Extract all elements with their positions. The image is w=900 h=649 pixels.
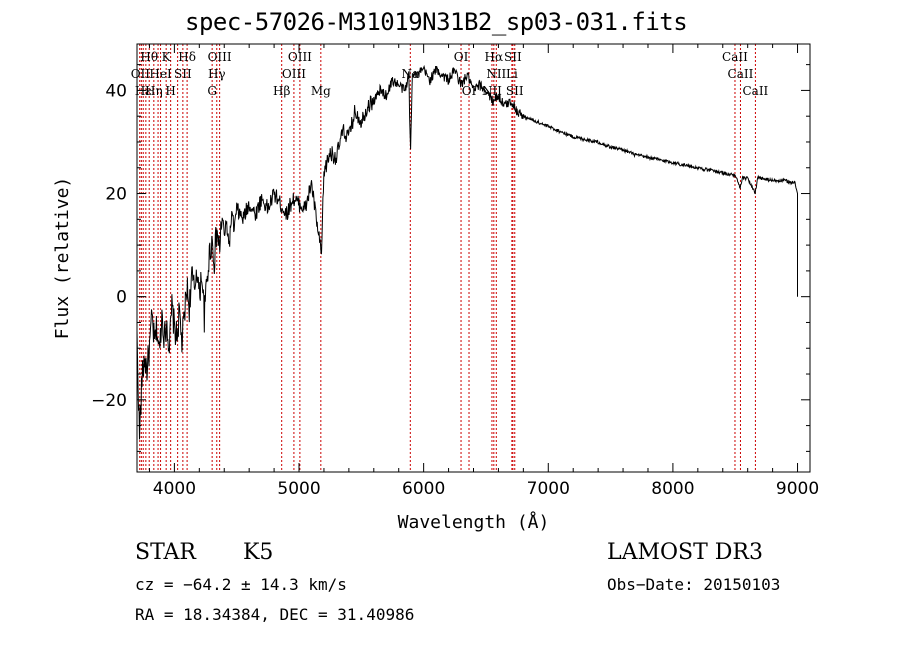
coordinates: RA = 18.34384, DEC = 31.40986 (135, 605, 415, 624)
line-label: CaII (722, 50, 748, 64)
x-tick-label: 5000 (277, 479, 320, 499)
line-label: K (162, 50, 172, 64)
observation-date: Obs−Date: 20150103 (607, 575, 781, 594)
x-tick-label: 7000 (527, 479, 570, 499)
line-label: NII (482, 84, 502, 98)
line-label: OIII (288, 50, 312, 64)
x-axis-label: Wavelength (Å) (398, 511, 550, 533)
line-markers (139, 44, 756, 472)
y-tick-label: 20 (105, 185, 127, 205)
line-label: OIII (282, 67, 306, 81)
object-subclass: K5 (243, 540, 274, 565)
line-label: SII (504, 50, 522, 64)
y-tick-label: −20 (91, 391, 127, 411)
line-label: OII (131, 67, 151, 81)
line-label: Hδ (178, 50, 196, 64)
line-label: CaII (742, 84, 768, 98)
line-label: SII (506, 84, 524, 98)
line-label: CaII (728, 67, 754, 81)
x-tick-label: 9000 (776, 479, 819, 499)
line-label: Na (401, 67, 419, 81)
line-label: SII (174, 67, 192, 81)
x-tick-label: 4000 (153, 479, 196, 499)
object-class: STAR (135, 540, 196, 565)
line-label: Hα (485, 50, 504, 64)
line-label: Li (506, 67, 518, 81)
line-label: Hθ (140, 50, 158, 64)
y-tick-label: 40 (105, 81, 127, 101)
line-label: OIII (208, 50, 232, 64)
survey-name: LAMOST DR3 (607, 540, 763, 565)
plot-frame (136, 43, 811, 473)
x-tick-label: 8000 (651, 479, 694, 499)
line-label: HeI (149, 67, 172, 81)
y-axis-label: Flux (relative) (52, 177, 73, 340)
line-label: Hβ (273, 84, 290, 98)
chart-title: spec-57026-M31019N31B2_sp03-031.fits (185, 8, 688, 36)
y-tick-label: 0 (116, 288, 127, 308)
redshift-value: cz = −64.2 ± 14.3 km/s (135, 575, 347, 594)
spectrum-line (136, 64, 798, 440)
x-tick-label: 6000 (402, 479, 445, 499)
line-label: NII (486, 67, 506, 81)
line-label: Hε (135, 84, 152, 98)
line-label: OI (462, 84, 477, 98)
axis-ticks: 4000 5000 6000 7000 8000 9000 −20 0 20 40 (91, 44, 819, 499)
line-label: Hη (145, 84, 163, 98)
line-label: OI (454, 50, 469, 64)
line-label: Mg (311, 84, 331, 98)
line-label: H (165, 84, 175, 98)
line-label: Hγ (208, 67, 226, 81)
series-group (136, 64, 798, 440)
line-label: G (207, 84, 217, 98)
